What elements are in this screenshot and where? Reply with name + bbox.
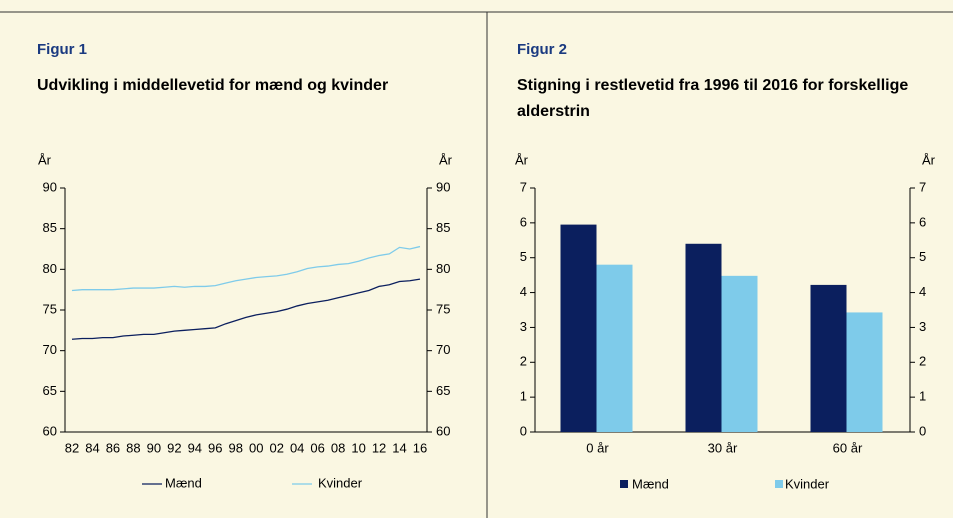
bar	[810, 284, 847, 432]
x-tick-label: 88	[126, 440, 140, 455]
chart-title: Stigning i restlevetid fra 1996 til 2016…	[517, 77, 909, 120]
y2-axis-label: År	[439, 152, 453, 167]
y-tick-label: 4	[520, 284, 527, 299]
legend-label: Kvinder	[785, 476, 830, 491]
bar	[685, 243, 722, 432]
x-tick-label: 14	[392, 440, 406, 455]
x-tick-label: 04	[290, 440, 304, 455]
x-tick-label: 96	[208, 440, 222, 455]
figure-label: Figur 1	[37, 41, 88, 58]
x-tick-label: 94	[188, 440, 202, 455]
chart-title: Udvikling i middellevetid for mænd og kv…	[37, 77, 389, 94]
y2-tick-label: 85	[436, 220, 450, 235]
x-tick-label: 02	[269, 440, 283, 455]
x-tick-label: 06	[310, 440, 324, 455]
x-tick-label: 12	[372, 440, 386, 455]
legend-swatch	[775, 480, 783, 488]
legend-label: Mænd	[632, 476, 669, 491]
x-tick-label: 08	[331, 440, 345, 455]
y2-tick-label: 5	[919, 249, 926, 264]
y2-tick-label: 0	[919, 423, 926, 438]
y-axis-label: År	[38, 152, 52, 167]
x-tick-label: 00	[249, 440, 263, 455]
y2-tick-label: 1	[919, 389, 926, 404]
y-tick-label: 2	[520, 354, 527, 369]
legend-swatch	[620, 480, 628, 488]
x-tick-label: 98	[229, 440, 243, 455]
line	[71, 245, 421, 292]
y2-tick-label: 2	[919, 354, 926, 369]
y-tick-label: 5	[520, 249, 527, 264]
y2-tick-label: 90	[436, 179, 450, 194]
y2-tick-label: 4	[919, 284, 926, 299]
x-tick-label: 86	[106, 440, 120, 455]
y-tick-label: 3	[520, 319, 527, 334]
y-tick-label: 65	[43, 383, 57, 398]
x-tick-label: 90	[147, 440, 161, 455]
y-tick-label: 0	[520, 423, 527, 438]
x-tick-label: 16	[413, 440, 427, 455]
y-axis-label: År	[515, 152, 529, 167]
y2-axis-label: År	[922, 152, 936, 167]
bar	[560, 224, 597, 432]
y-tick-label: 60	[43, 423, 57, 438]
x-tick-label: 92	[167, 440, 181, 455]
x-tick-label: 60 år	[833, 440, 863, 455]
y2-tick-label: 75	[436, 301, 450, 316]
y-tick-label: 70	[43, 342, 57, 357]
figure-label: Figur 2	[517, 41, 568, 58]
y-tick-label: 80	[43, 261, 57, 276]
bar	[596, 264, 633, 432]
x-tick-label: 84	[85, 440, 99, 455]
x-tick-label: 10	[351, 440, 365, 455]
bar	[846, 312, 883, 432]
line	[71, 278, 421, 340]
y2-tick-label: 3	[919, 319, 926, 334]
y2-tick-label: 70	[436, 342, 450, 357]
x-tick-label: 82	[65, 440, 79, 455]
y-tick-label: 90	[43, 179, 57, 194]
y2-tick-label: 65	[436, 383, 450, 398]
legend-label: Kvinder	[318, 475, 363, 490]
legend-label: Mænd	[165, 475, 202, 490]
y-tick-label: 6	[520, 214, 527, 229]
y2-tick-label: 80	[436, 261, 450, 276]
x-tick-label: 0 år	[586, 440, 609, 455]
x-tick-label: 30 år	[708, 440, 738, 455]
y2-tick-label: 60	[436, 423, 450, 438]
bar	[721, 275, 758, 432]
y2-tick-label: 7	[919, 179, 926, 194]
y-tick-label: 1	[520, 389, 527, 404]
y-tick-label: 75	[43, 301, 57, 316]
y2-tick-label: 6	[919, 214, 926, 229]
y-tick-label: 7	[520, 179, 527, 194]
y-tick-label: 85	[43, 220, 57, 235]
